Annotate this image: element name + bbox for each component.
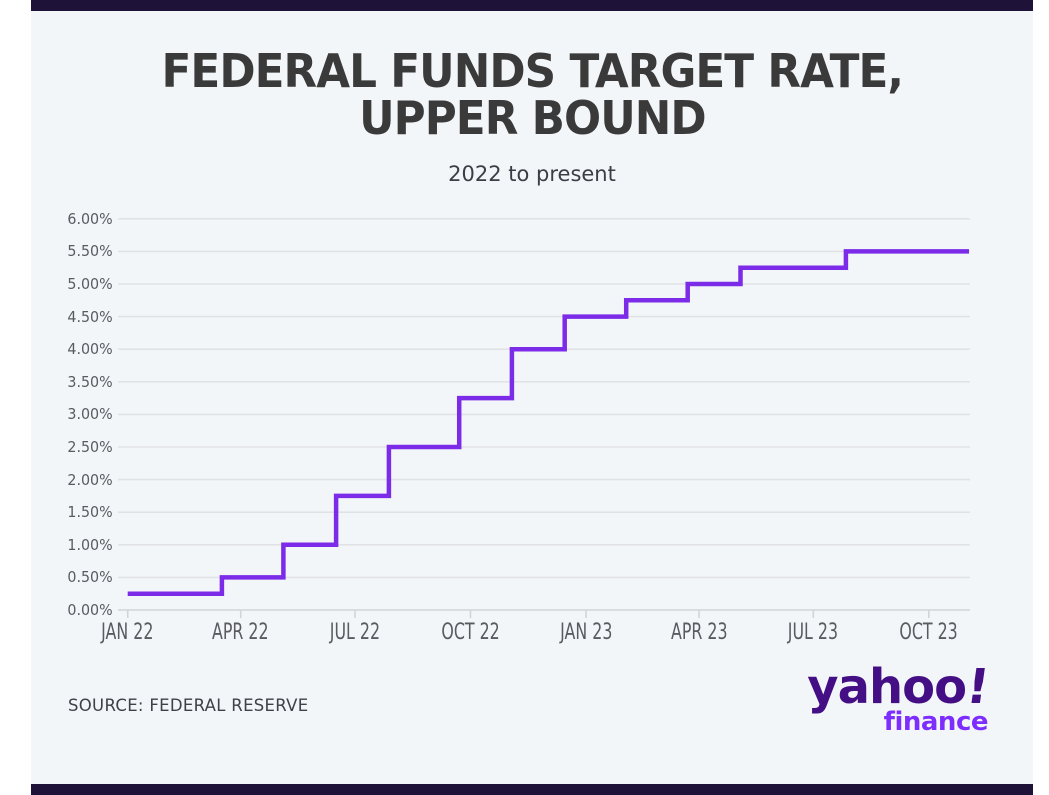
- y-tick-label: 4.00%: [67, 340, 113, 359]
- bottom-accent-bar: [31, 784, 1033, 795]
- x-tick-label: JUL 23: [788, 620, 839, 645]
- y-tick-label: 2.50%: [67, 438, 113, 456]
- x-tick-label: APR 23: [670, 620, 728, 645]
- y-tick-label: 3.00%: [67, 405, 113, 424]
- x-tick-label: OCT 22: [441, 620, 500, 645]
- x-tick-label: JAN 22: [101, 620, 154, 645]
- y-tick-label: 5.50%: [67, 242, 113, 261]
- y-tick-label: 0.00%: [67, 601, 113, 619]
- y-tick-label: 6.00%: [67, 209, 113, 228]
- y-tick-label: 2.00%: [67, 470, 113, 489]
- yahoo-logo-text: yahoo!: [807, 659, 992, 715]
- yahoo-finance-logo: yahoo! finance: [807, 659, 992, 737]
- x-tick-label: APR 22: [212, 620, 269, 645]
- yahoo-exclamation-mark: !: [963, 659, 992, 715]
- x-tick-label: OCT 23: [899, 620, 959, 645]
- y-tick-label: 1.00%: [67, 535, 113, 554]
- finance-logo-text: finance: [883, 707, 989, 737]
- chart-subtitle: 2022 to present: [448, 162, 616, 186]
- y-tick-label: 4.50%: [67, 307, 113, 326]
- rate-step-line: [127, 249, 969, 596]
- y-tick-label: 1.50%: [67, 503, 113, 522]
- top-accent-bar: [31, 0, 1033, 11]
- y-tick-label: 5.00%: [67, 275, 113, 293]
- source-label: SOURCE: FEDERAL RESERVE: [68, 696, 309, 715]
- chart-title-line2: UPPER BOUND: [358, 91, 707, 145]
- y-tick-label: 0.50%: [67, 568, 113, 587]
- chart-title-line1: FEDERAL FUNDS TARGET RATE,: [161, 44, 903, 98]
- chart-card: [31, 11, 1033, 784]
- y-tick-label: 3.50%: [67, 372, 113, 391]
- x-tick-label: JAN 23: [559, 620, 613, 645]
- x-tick-label: JUL 22: [329, 620, 381, 645]
